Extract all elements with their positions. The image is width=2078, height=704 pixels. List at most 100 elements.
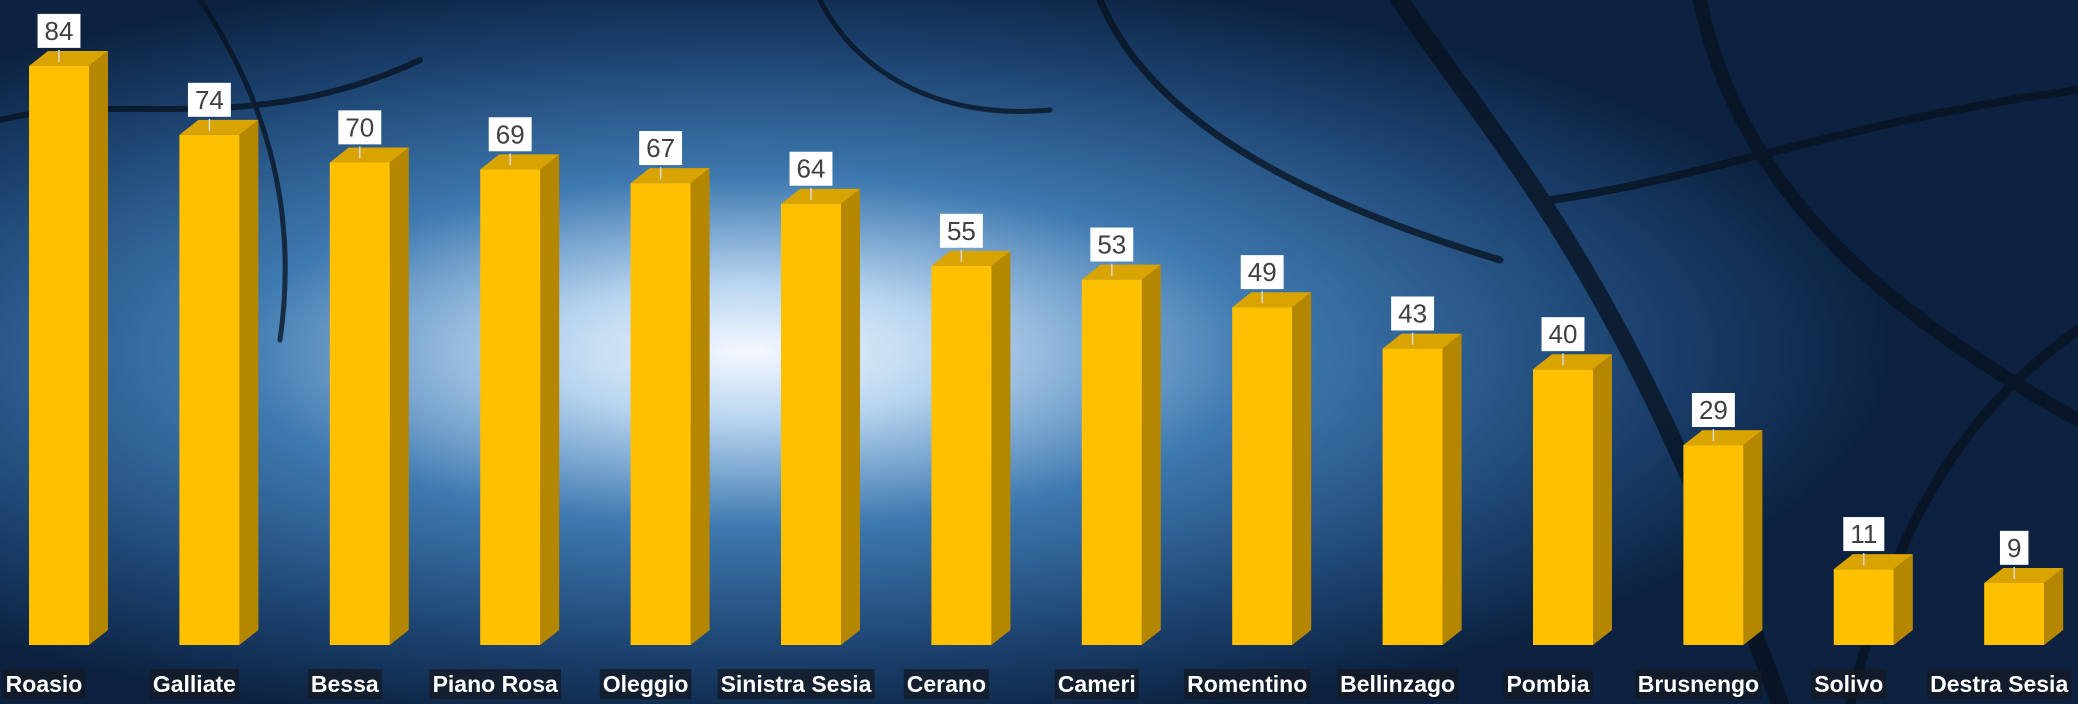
bar [480,154,560,645]
x-tick-label: Cameri [1058,671,1136,697]
label-box [2,669,86,700]
bar [781,188,860,645]
bar [1984,567,2064,645]
value-label: 70 [345,112,374,142]
bar-side [1593,354,1612,645]
bar-side [89,51,108,645]
x-tick-label: Bessa [311,671,379,697]
bar-top [1382,333,1462,349]
value-label: 43 [1398,298,1427,328]
bar-side [1442,333,1462,645]
x-tick-label: Bellinzago [1340,671,1455,697]
label-box [338,110,382,145]
label-box [1843,517,1885,552]
bar [1683,430,1763,645]
bar [630,168,710,645]
bar-side [239,119,259,645]
x-tick-label: Piano Rosa [433,671,558,697]
bar [29,51,108,645]
value-label: 67 [646,133,675,163]
bar-front [1683,445,1744,645]
x-tick-label: Solivo [1814,671,1883,697]
bar [1081,264,1161,645]
x-tick-label: Sinistra Sesia [721,671,872,697]
bar [1833,554,1913,645]
label-box [1927,669,2072,700]
x-tick-label: Romentino [1187,671,1307,697]
value-label: 11 [1850,519,1877,549]
value-label: 53 [1097,230,1126,260]
label-box [1090,227,1134,262]
value-label: 55 [947,216,976,246]
value-label: 74 [195,85,224,115]
bar-front [781,203,841,645]
bar-top [931,250,1011,266]
bar [1533,354,1612,645]
value-label: 29 [1699,395,1728,425]
label-box [717,669,875,700]
bar-front [1984,582,2045,645]
value-label: 64 [797,154,826,184]
bar-front [29,66,89,645]
bar-front [1833,569,1894,645]
label-box [1337,669,1459,700]
bar-top [1833,554,1913,570]
bar-top [1984,567,2064,583]
bar-side [841,188,860,645]
value-label: 40 [1549,319,1578,349]
label-box [307,669,382,700]
bar-top [1683,430,1763,446]
bar [329,147,409,645]
label-box [639,131,683,166]
label-box [149,669,239,700]
label-box [939,213,983,248]
bar-side [690,168,710,645]
label-box [1811,669,1887,700]
label-box [1054,669,1139,700]
bar-side [389,147,409,645]
value-label: 69 [496,119,525,149]
bar [931,250,1011,645]
bar-top [1081,264,1161,280]
bar [1232,292,1312,645]
label-box [789,151,833,186]
x-tick-label: Cerano [907,671,986,697]
bar-front [1382,348,1443,645]
bar-front [480,169,541,645]
bar-front [1232,307,1293,645]
label-box [488,117,532,152]
label-box [1634,669,1763,700]
x-tick-label: Destra Sesia [1930,671,2068,697]
bar-side [1141,264,1161,645]
label-box [1184,669,1311,700]
bar [179,119,259,645]
label-box [599,669,692,700]
bar-top [630,168,710,184]
label-box [187,82,231,117]
label-box [1691,392,1735,427]
label-box [903,669,990,700]
x-tick-label: Galliate [153,671,236,697]
label-box [1999,530,2029,565]
bar-top [1533,354,1612,370]
value-label: 9 [2007,533,2021,563]
bar-front [1081,279,1142,645]
bar-front [1533,369,1593,645]
bar-top [1232,292,1312,308]
value-label: 49 [1248,257,1277,287]
bar-top [781,188,860,204]
bar-front [630,183,691,645]
bar-top [329,147,409,163]
bar [1382,333,1462,645]
bar-front [329,162,390,645]
bar-front [931,265,992,645]
x-tick-label: Oleggio [603,671,689,697]
bar-side [1893,554,1913,645]
label-box [37,13,81,48]
bar-side [540,154,560,645]
label-box [1503,669,1593,700]
x-tick-label: Brusnengo [1638,671,1759,697]
